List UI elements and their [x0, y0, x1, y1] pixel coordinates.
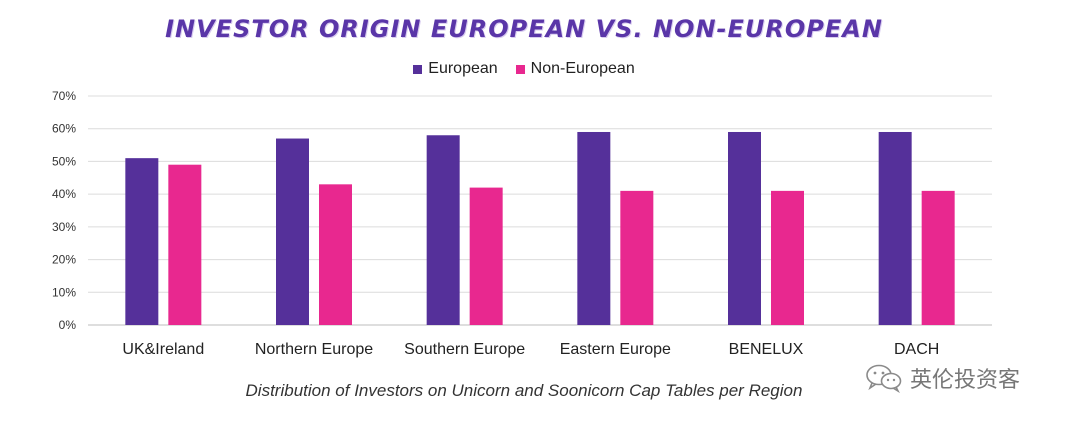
bar-european-southern-europe: [426, 135, 460, 325]
y-tick-label: 0%: [59, 318, 77, 332]
y-tick-label: 50%: [52, 154, 76, 168]
x-tick-label: BENELUX: [729, 341, 804, 358]
legend-label-non-european: Non-European: [530, 60, 635, 77]
bar-european-eastern-europe: [577, 131, 611, 325]
y-tick-label: 70%: [52, 89, 76, 103]
chart-caption: Distribution of Investors on Unicorn and…: [245, 381, 803, 400]
bar-non-european-eastern-europe: [620, 190, 654, 325]
bar-european-dach: [878, 131, 912, 325]
bar-european-northern-europe: [276, 138, 309, 325]
x-tick-label: Northern Europe: [255, 341, 373, 358]
x-tick-label: Eastern Europe: [560, 341, 671, 358]
wechat-icon: [866, 364, 902, 393]
bar-non-european-northern-europe: [319, 184, 352, 325]
legend-item-non-european: Non-European: [515, 60, 635, 78]
y-tick-label: 60%: [52, 122, 76, 136]
watermark: 英伦投资客: [864, 362, 1020, 394]
bar-non-european-benelux: [771, 190, 804, 325]
bar-european-uk-and-ireland: [125, 158, 159, 325]
x-tick-label: UK&Ireland: [122, 341, 204, 358]
watermark-text: 英伦投资客: [910, 367, 1021, 392]
y-tick-label: 10%: [52, 285, 76, 299]
x-tick-label: Southern Europe: [404, 341, 525, 358]
bar-non-european-southern-europe: [469, 187, 503, 325]
y-tick-label: 40%: [52, 187, 76, 201]
chart-title: INVESTOR ORIGIN EUROPEAN VS. NON-EUROPEA…: [165, 15, 883, 43]
legend-swatch-non-european: [515, 64, 525, 74]
legend-swatch-european: [413, 64, 423, 74]
bar-european-benelux: [728, 131, 761, 325]
bar-non-european-uk-and-ireland: [168, 164, 202, 325]
chart-legend: European Non-European: [0, 60, 1048, 78]
bar-non-european-dach: [921, 190, 955, 325]
x-tick-label: DACH: [894, 341, 939, 358]
y-tick-label: 30%: [52, 220, 76, 234]
legend-item-european: European: [413, 60, 498, 78]
legend-label-european: European: [428, 60, 498, 77]
y-tick-label: 20%: [52, 253, 76, 267]
